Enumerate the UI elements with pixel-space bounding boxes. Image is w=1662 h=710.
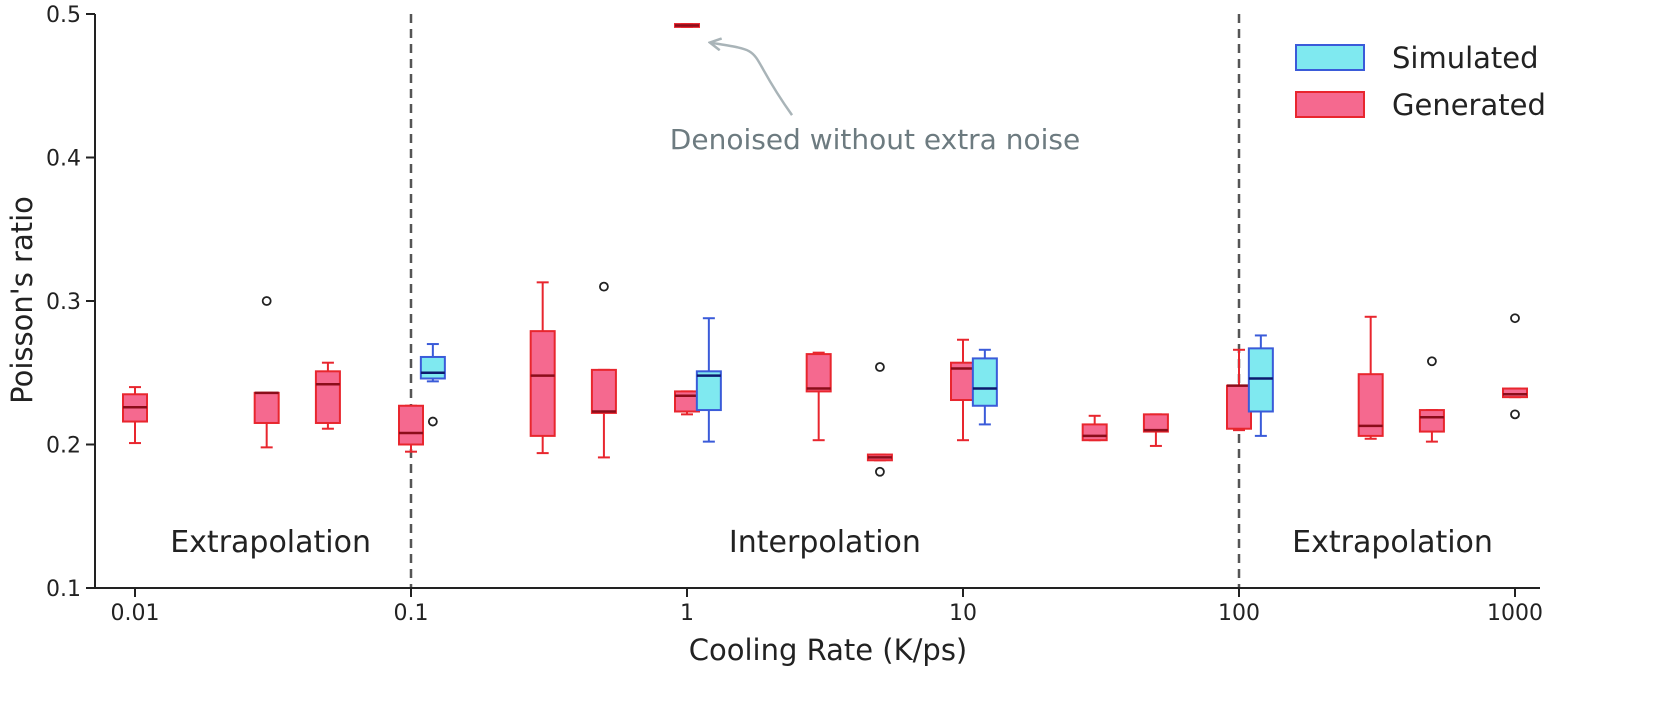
simulated-iqr-box-1 [695, 370, 722, 412]
generated-iqr-box-16 [1502, 387, 1528, 399]
legend-swatch-generated [1295, 91, 1365, 118]
simulated-box-3 [1247, 334, 1274, 437]
generated-outlier-16-1 [1510, 409, 1520, 420]
generated-box-15 [1418, 356, 1445, 443]
x-tick-label-5: 1000 [1487, 601, 1543, 626]
generated-box-11 [1081, 414, 1108, 442]
x-tick-label-1: 0.1 [394, 601, 429, 626]
region-label-2: Extrapolation [1292, 525, 1493, 560]
generated-iqr-box-6 [674, 390, 700, 413]
y-axis-title: Poisson's ratio [5, 196, 39, 404]
region-labels: Extrapolation Interpolation Extrapolation [170, 525, 1493, 560]
y-ticks: 0.1 0.2 0.3 0.4 0.5 [46, 3, 95, 602]
region-label-1: Interpolation [729, 525, 921, 560]
simulated-box-0 [419, 343, 446, 427]
generated-iqr-box-15 [1418, 409, 1445, 433]
x-axis-title: Cooling Rate (K/ps) [689, 633, 968, 667]
x-tick-label-4: 100 [1218, 601, 1260, 626]
legend-swatch-simulated [1295, 44, 1365, 71]
generated-box-10 [950, 338, 976, 442]
generated-iqr-box-2 [314, 370, 341, 424]
region-label-0: Extrapolation [170, 525, 371, 560]
generated-box-3 [398, 404, 424, 453]
x-tick-label-2: 1 [680, 601, 694, 626]
generated-box-12 [1142, 413, 1169, 447]
y-tick-label-0: 0.1 [46, 577, 81, 602]
simulated-iqr-box-3 [1247, 347, 1274, 413]
generated-outlier-9-1 [875, 466, 885, 477]
y-tick-label-2: 0.3 [46, 290, 81, 315]
y-tick-label-4: 0.5 [46, 3, 81, 28]
generated-box-13 [1226, 348, 1252, 432]
generated-box-16 [1502, 313, 1528, 420]
generated-iqr-box-11 [1081, 423, 1108, 442]
generated-iqr-box-13 [1226, 384, 1252, 430]
x-tick-label-3: 10 [949, 601, 977, 626]
legend-label-simulated: Simulated [1392, 41, 1539, 75]
simulated-outlier-0-0 [427, 416, 438, 427]
y-tick-label-3: 0.4 [46, 147, 81, 172]
generated-box-9 [866, 362, 893, 477]
generated-iqr-box-5 [590, 368, 617, 414]
generated-box-0 [122, 386, 148, 445]
generated-iqr-box-1 [253, 391, 280, 424]
x-ticks: 0.01 0.1 1 10 100 1000 [111, 588, 1543, 626]
generated-iqr-box-12 [1142, 413, 1169, 433]
simulated-iqr-box-0 [419, 355, 446, 380]
simulated-box-1 [695, 317, 722, 443]
generated-outlier-15-0 [1427, 356, 1437, 367]
region-boundaries [409, 14, 1241, 588]
box-plots [122, 23, 1528, 477]
generated-outlier-9-0 [875, 362, 885, 372]
generated-box-8 [805, 351, 832, 442]
y-tick-label-1: 0.2 [46, 434, 81, 459]
generated-box-5 [590, 281, 617, 459]
generated-box-1 [253, 296, 280, 449]
generated-box-4 [529, 281, 556, 455]
generated-box-14 [1357, 315, 1384, 440]
annotation-arrow [711, 43, 794, 116]
legend: Simulated Generated [1295, 41, 1546, 122]
legend-label-generated: Generated [1392, 88, 1546, 122]
simulated-box-2 [971, 348, 998, 426]
generated-outlier-1-0 [261, 296, 272, 306]
generated-iqr-box-8 [805, 353, 832, 393]
x-tick-label-0: 0.01 [111, 601, 160, 626]
generated-iqr-box-3 [398, 404, 424, 446]
generated-box-6 [674, 390, 700, 416]
simulated-iqr-box-2 [971, 357, 998, 407]
generated-outlier-16-0 [1510, 313, 1520, 324]
annotation-text: Denoised without extra noise [670, 123, 1080, 156]
generated-box-2 [314, 361, 341, 430]
annotation: Denoised without extra noise [670, 43, 1080, 156]
generated-iqr-box-4 [529, 330, 556, 437]
generated-box-7 [674, 23, 700, 28]
generated-outlier-5-0 [599, 281, 609, 292]
